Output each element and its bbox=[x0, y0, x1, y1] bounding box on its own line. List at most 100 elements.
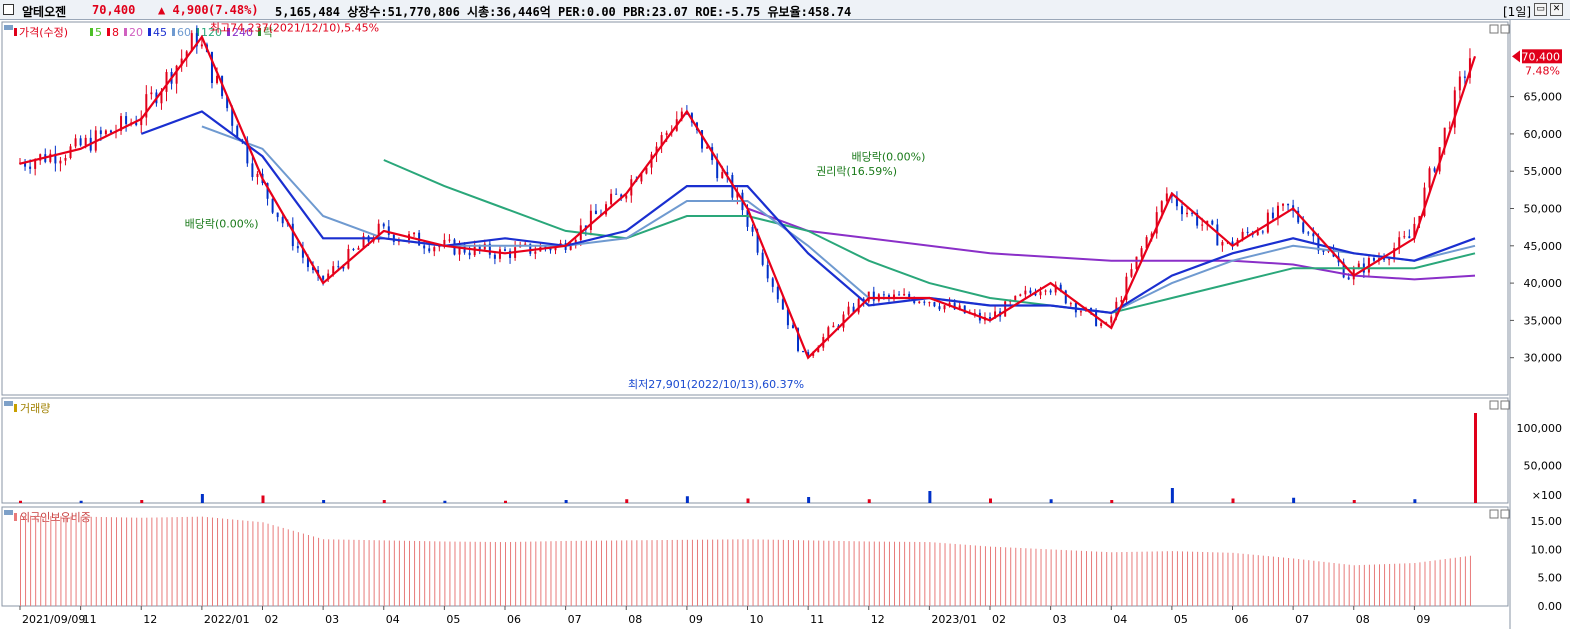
foreign-bar bbox=[984, 546, 986, 606]
stock-name: 알테오젠 bbox=[22, 5, 67, 19]
candle-body bbox=[529, 243, 532, 254]
candle-body bbox=[948, 302, 951, 306]
foreign-bar bbox=[444, 541, 446, 606]
foreign-bar bbox=[196, 516, 198, 606]
y-tick-label: 65,000 bbox=[1524, 91, 1563, 104]
candle-body bbox=[1372, 258, 1375, 261]
candle-body bbox=[847, 306, 850, 315]
candle-body bbox=[1024, 290, 1027, 295]
foreign-bar bbox=[1459, 557, 1461, 606]
foreign-bar bbox=[762, 539, 764, 606]
foreign-bar bbox=[181, 516, 183, 606]
candle-body bbox=[958, 305, 961, 310]
candle-body bbox=[64, 157, 67, 161]
chart-annotation: 권리락(16.59%) bbox=[816, 165, 897, 178]
legend-marker bbox=[227, 28, 230, 36]
candle-body bbox=[786, 309, 789, 326]
foreign-bar bbox=[95, 516, 97, 606]
foreign-bar bbox=[70, 516, 72, 606]
foreign-bar bbox=[424, 541, 426, 606]
foreign-bar bbox=[318, 537, 320, 606]
foreign-bar bbox=[1373, 564, 1375, 606]
foreign-bar bbox=[702, 539, 704, 606]
select-checkbox[interactable] bbox=[3, 4, 14, 15]
foreign-bar bbox=[681, 539, 683, 606]
foreign-bar bbox=[1379, 564, 1381, 606]
foreign-bar bbox=[585, 540, 587, 606]
foreign-bar bbox=[1020, 548, 1022, 606]
legend-item: 20 bbox=[129, 26, 143, 39]
candle-body bbox=[59, 160, 62, 164]
candle-body bbox=[125, 116, 128, 125]
x-tick-label: 2022/01 bbox=[204, 613, 250, 626]
foreign-bar bbox=[494, 541, 496, 606]
foreign-bar bbox=[560, 541, 562, 606]
candle-body bbox=[1312, 233, 1315, 237]
foreign-bar bbox=[110, 517, 112, 606]
candle-body bbox=[1297, 210, 1300, 223]
candle-body bbox=[1403, 236, 1406, 238]
foreign-bar bbox=[1010, 547, 1012, 606]
foreign-bar bbox=[1060, 549, 1062, 606]
restore-icon[interactable]: ▭ bbox=[1534, 3, 1547, 16]
candle-body bbox=[458, 244, 461, 255]
candle-body bbox=[610, 193, 613, 205]
candle-body bbox=[852, 306, 855, 313]
panel-close-icon bbox=[1500, 509, 1510, 519]
panel-handle-icon bbox=[4, 510, 13, 515]
foreign-bar bbox=[651, 540, 653, 606]
foreign-bar bbox=[171, 517, 173, 606]
candle-body bbox=[872, 291, 875, 301]
foreign-bar bbox=[722, 539, 724, 606]
candle-body bbox=[933, 302, 936, 307]
foreign-bar bbox=[358, 539, 360, 606]
foreign-bar bbox=[1005, 547, 1007, 606]
chart-annotation: 최저27,901(2022/10/13),60.37% bbox=[628, 378, 804, 391]
foreign-bar bbox=[232, 519, 234, 606]
foreign-bar bbox=[606, 540, 608, 606]
candle-body bbox=[140, 117, 143, 126]
volume-bar bbox=[322, 500, 326, 503]
candle-body bbox=[1393, 248, 1396, 259]
candle-body bbox=[963, 305, 966, 314]
candle-body bbox=[216, 75, 219, 84]
candle-body bbox=[1342, 262, 1345, 278]
candle-body bbox=[99, 130, 102, 135]
foreign-bar bbox=[55, 516, 57, 606]
foreign-bar bbox=[813, 540, 815, 606]
foreign-bar bbox=[717, 539, 719, 606]
candle-body bbox=[1357, 263, 1360, 269]
foreign-bar bbox=[393, 540, 395, 606]
foreign-bar bbox=[1424, 561, 1426, 606]
candle-body bbox=[342, 266, 345, 269]
foreign-bar bbox=[1293, 558, 1295, 606]
candle-body bbox=[1120, 300, 1123, 302]
foreign-bar bbox=[873, 541, 875, 606]
candle-body bbox=[1317, 236, 1320, 251]
close-icon[interactable]: ✕ bbox=[1550, 3, 1563, 16]
candle-body bbox=[923, 301, 926, 303]
foreign-bar bbox=[1232, 552, 1234, 606]
foreign-bar bbox=[1303, 559, 1305, 606]
foreign-bar bbox=[313, 536, 315, 606]
volume-bar bbox=[19, 500, 22, 503]
foreign-bar bbox=[611, 540, 613, 606]
foreign-bar bbox=[1161, 551, 1163, 606]
candle-body bbox=[1160, 201, 1163, 213]
period-selector[interactable]: [1일] bbox=[1503, 5, 1532, 19]
candle-body bbox=[276, 212, 279, 218]
candle-body bbox=[1211, 220, 1214, 225]
candle-body bbox=[882, 294, 885, 296]
candle-body bbox=[615, 193, 618, 195]
foreign-bar bbox=[464, 541, 466, 606]
candle-body bbox=[1276, 205, 1279, 219]
volume-bar bbox=[1049, 499, 1053, 503]
foreign-bar bbox=[590, 540, 592, 606]
foreign-bar bbox=[1449, 558, 1451, 606]
foreign-bar bbox=[747, 539, 749, 606]
y-tick-label: 45,000 bbox=[1524, 240, 1563, 253]
y-tick-label: 50,000 bbox=[1524, 460, 1563, 473]
foreign-bar bbox=[1454, 557, 1456, 606]
foreign-bar bbox=[1267, 556, 1269, 606]
panel-close-icon bbox=[1500, 24, 1510, 34]
